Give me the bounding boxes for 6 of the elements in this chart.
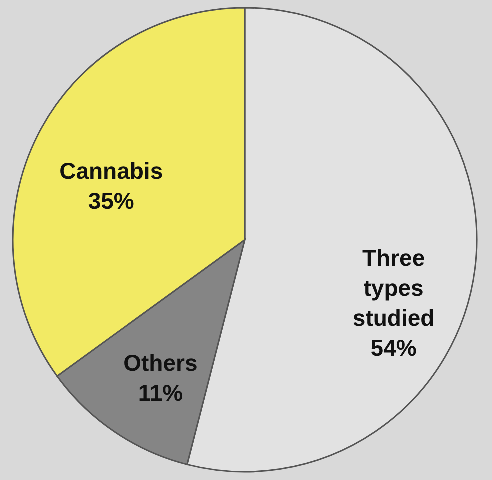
- slice-label: Cannabis: [60, 158, 164, 184]
- data-label: 35%: [88, 188, 134, 214]
- slice-label: Others: [124, 350, 198, 376]
- data-label: 54%: [370, 334, 417, 361]
- data-label: 11%: [138, 380, 184, 406]
- slice-label: Three types studied: [352, 244, 435, 331]
